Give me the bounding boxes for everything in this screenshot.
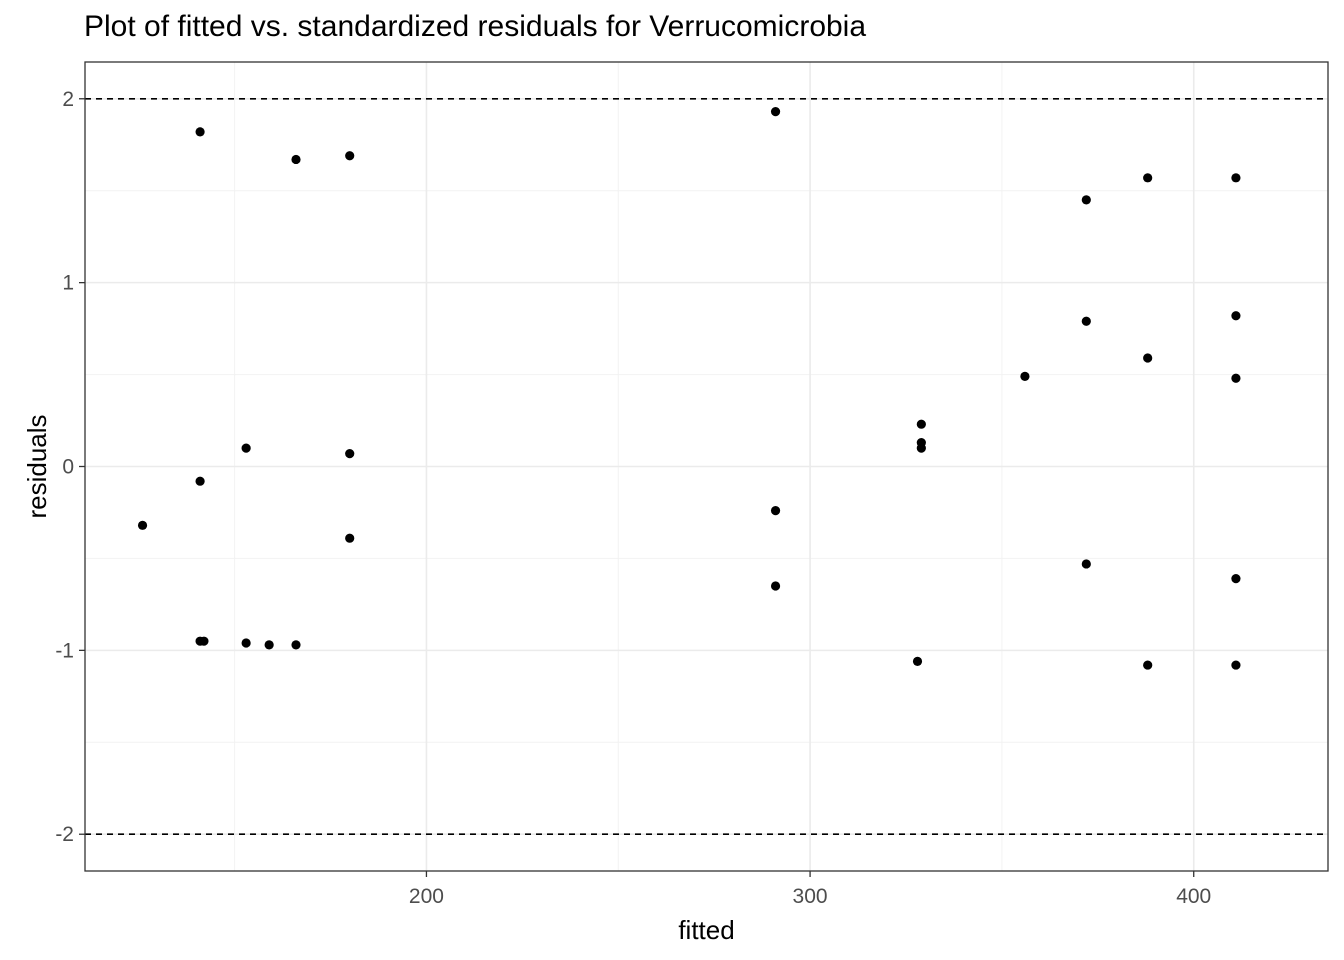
data-point xyxy=(241,638,251,648)
x-tick-label: 300 xyxy=(793,885,828,908)
data-point xyxy=(264,640,274,650)
data-point xyxy=(1143,173,1153,183)
data-point xyxy=(916,443,926,453)
data-point xyxy=(1020,371,1030,382)
data-point xyxy=(195,476,205,486)
data-point xyxy=(1143,660,1153,670)
y-tick-label: 1 xyxy=(62,272,74,295)
chart-title: Plot of fitted vs. standardized residual… xyxy=(84,10,867,43)
data-points xyxy=(137,107,1241,670)
x-tick-label: 200 xyxy=(409,885,444,908)
data-point xyxy=(291,154,301,165)
data-point xyxy=(241,443,251,453)
data-point xyxy=(1143,353,1153,363)
data-point xyxy=(770,107,781,117)
data-point xyxy=(1231,311,1241,321)
data-point xyxy=(916,419,926,429)
data-point xyxy=(291,640,301,650)
data-point xyxy=(1231,173,1241,183)
data-point xyxy=(1081,559,1091,569)
data-point xyxy=(1081,195,1091,205)
data-point xyxy=(345,449,355,459)
major-gridlines xyxy=(85,62,1328,871)
x-axis-title: fitted xyxy=(678,915,734,945)
y-axis-ticks: -2 -1 0 1 2 xyxy=(55,88,85,846)
data-point xyxy=(770,581,781,591)
data-point xyxy=(912,656,923,666)
y-tick-label: 0 xyxy=(62,456,74,479)
data-point xyxy=(1231,373,1241,383)
data-point xyxy=(195,127,205,137)
data-point xyxy=(345,151,355,161)
data-point xyxy=(1081,316,1091,326)
y-tick-label: -1 xyxy=(55,639,74,662)
y-tick-label: 2 xyxy=(62,88,74,111)
data-point xyxy=(137,520,148,530)
data-point xyxy=(770,506,781,516)
x-tick-label: 400 xyxy=(1176,885,1211,908)
x-axis-ticks: 200 300 400 xyxy=(409,871,1211,908)
data-point xyxy=(1231,574,1241,584)
data-point xyxy=(345,533,355,543)
reference-lines xyxy=(85,97,1328,836)
y-tick-label: -2 xyxy=(55,823,74,846)
data-point xyxy=(1231,660,1241,670)
data-point xyxy=(199,636,209,646)
y-axis-title: residuals xyxy=(22,414,52,518)
